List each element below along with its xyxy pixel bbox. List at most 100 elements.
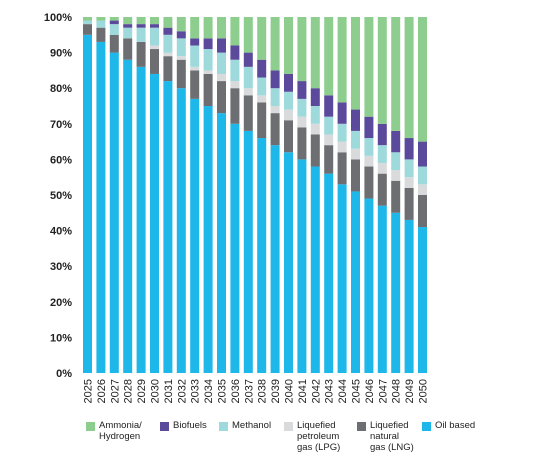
bar-segment [150, 49, 159, 74]
bar-segment [284, 120, 293, 153]
bar-segment [163, 56, 173, 82]
y-tick-label: 20% [50, 297, 72, 309]
bar-segment [270, 70, 280, 89]
bar-segment [351, 17, 360, 110]
bar-segment [257, 95, 267, 103]
y-tick-label: 30% [50, 261, 72, 273]
bar-segment [404, 219, 414, 373]
bar-segment [377, 162, 387, 174]
legend-label: Methanol [232, 420, 272, 431]
x-tick-label: 2048 [391, 379, 403, 403]
bar-segment [297, 81, 307, 99]
x-tick-label: 2028 [123, 379, 135, 403]
bar-segment [257, 138, 267, 373]
x-tick-label: 2043 [324, 379, 336, 403]
bar-segment [377, 17, 387, 124]
legend-label: Liquefied petroleum gas (LPG) [297, 420, 341, 453]
bar-segment [418, 17, 427, 142]
bar-segment [284, 17, 293, 74]
y-tick-label: 50% [50, 190, 72, 202]
y-tick-label: 70% [50, 119, 72, 131]
y-axis: 0% 10% 20% 30% 40% 50% 60% 70% 80% 90% 100% [44, 12, 72, 380]
bar-segment [230, 17, 240, 46]
bar-segment [176, 17, 186, 32]
y-tick-label: 90% [50, 48, 72, 60]
y-tick-label: 40% [50, 226, 72, 238]
bar-segment [96, 20, 106, 28]
bar-segment [190, 38, 200, 46]
legend-swatch [86, 422, 95, 431]
bar-segment [324, 173, 334, 373]
bar-segment [297, 17, 307, 82]
bar-segment [83, 17, 92, 21]
bar-segment [297, 159, 307, 373]
bar-segment [243, 66, 253, 89]
legend-item-oil-based: Oil based [422, 420, 475, 431]
bar-segment [176, 56, 186, 60]
legend-item-lpg: Liquefied petroleum gas (LPG) [284, 420, 340, 453]
bar-segment [351, 148, 360, 160]
y-tick-label: 0% [56, 368, 72, 380]
x-tick-label: 2044 [337, 379, 349, 403]
bar-segment [243, 17, 253, 53]
x-tick-label: 2049 [404, 379, 416, 403]
x-tick-label: 2026 [96, 379, 108, 403]
x-tick-label: 2034 [203, 379, 215, 403]
bar-segment [150, 17, 159, 25]
bar-segment [136, 66, 146, 373]
bar-segment [217, 38, 226, 53]
x-tick-label: 2038 [257, 379, 269, 403]
x-tick-label: 2027 [109, 379, 121, 403]
bar-segment [176, 31, 186, 39]
bar-segment [337, 152, 347, 185]
x-tick-label: 2025 [83, 379, 95, 403]
bar-segment [190, 17, 200, 39]
bar-segment [109, 24, 119, 35]
bar-segment [123, 27, 133, 39]
bar-segment [418, 166, 427, 185]
bar-segment [230, 81, 240, 89]
x-tick-label: 2046 [364, 379, 376, 403]
bar-segment [163, 81, 173, 373]
bar-segment [230, 88, 240, 124]
bar-segment [418, 195, 427, 228]
bar-segment [364, 166, 374, 199]
bar-segment [243, 52, 253, 67]
bar-segment [203, 17, 213, 39]
bar-segment [284, 91, 293, 110]
bar-segment [284, 109, 293, 121]
bar-segment [217, 113, 226, 374]
bar-segment [404, 17, 414, 139]
bar-segment [163, 34, 173, 53]
x-tick-label: 2039 [270, 379, 282, 403]
bar-segment [136, 17, 146, 25]
bar-segment [337, 102, 347, 124]
bar-segment [377, 123, 387, 146]
bar-segment [270, 145, 280, 373]
bar-segment [83, 34, 92, 374]
y-tick-label: 10% [50, 332, 72, 344]
bar-segment [418, 227, 427, 373]
bar-segment [96, 41, 106, 374]
bar-segment [270, 106, 280, 114]
bar-segment [150, 73, 159, 374]
x-tick-label: 2045 [351, 379, 363, 403]
bar-segment [310, 166, 320, 373]
bar-segment [310, 123, 320, 135]
bar-segment [404, 159, 414, 178]
bar-segment [337, 184, 347, 373]
bar-segment [337, 141, 347, 153]
bar-segment [203, 49, 213, 71]
bar-segment [284, 73, 293, 92]
bar-segment [150, 24, 159, 28]
bar-segment [217, 81, 226, 114]
bar-segment [324, 116, 334, 135]
bar-segment [163, 17, 173, 28]
bar-segment [136, 41, 146, 67]
bar-segment [109, 20, 119, 25]
bar-segment [364, 116, 374, 139]
bar-segment [364, 155, 374, 167]
x-tick-label: 2050 [418, 379, 430, 403]
bar-segment [123, 24, 133, 28]
bar-segment [217, 52, 226, 74]
